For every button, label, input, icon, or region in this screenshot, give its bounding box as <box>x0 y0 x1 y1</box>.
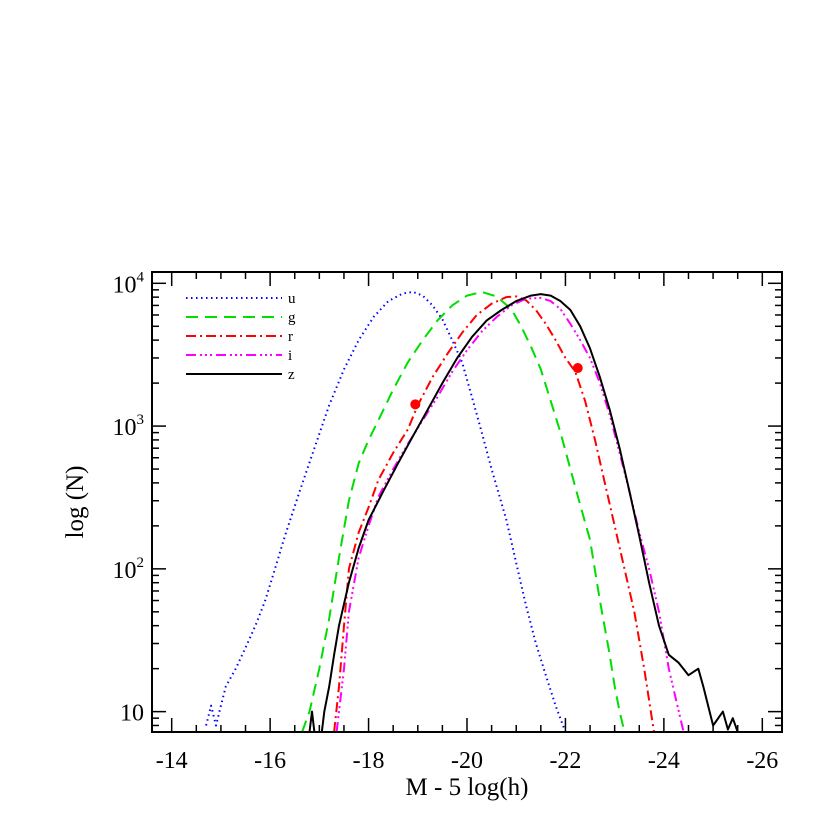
x-axis-title: M - 5 log(h) <box>406 774 529 801</box>
legend-label-z: z <box>288 367 295 383</box>
y-tick-label: 10 <box>120 701 144 727</box>
marker-layer <box>410 363 583 410</box>
marker-point-1 <box>410 399 421 410</box>
x-tick-label: -26 <box>746 748 778 774</box>
series-line-r <box>333 295 655 733</box>
series-layer <box>205 290 739 733</box>
y-tick-label: 104 <box>113 269 145 298</box>
marker-point-2 <box>572 363 583 374</box>
series-line-z <box>308 293 739 733</box>
y-tick-label: 102 <box>113 555 145 584</box>
x-tick-label: -18 <box>353 748 385 774</box>
x-tick-label: -24 <box>648 748 680 774</box>
x-tick-label: -16 <box>254 748 286 774</box>
tick-layer: -14 -16 -18 -20 -22 -24 -26 10 102 103 104 <box>113 269 782 774</box>
series-line-u <box>205 290 567 733</box>
y-axis-title: log (N) <box>62 466 89 539</box>
legend-label-r: r <box>288 329 293 345</box>
legend-label-i: i <box>288 348 292 364</box>
series-line-g <box>301 290 626 733</box>
x-tick-label: -14 <box>156 748 188 774</box>
x-tick-label: -22 <box>549 748 581 774</box>
series-line-i <box>335 296 685 733</box>
y-tick-label: 103 <box>113 412 145 441</box>
legend-label-g: g <box>288 310 296 326</box>
legend-label-u: u <box>288 291 296 307</box>
plot-frame <box>151 271 783 733</box>
x-tick-label: -20 <box>451 748 483 774</box>
